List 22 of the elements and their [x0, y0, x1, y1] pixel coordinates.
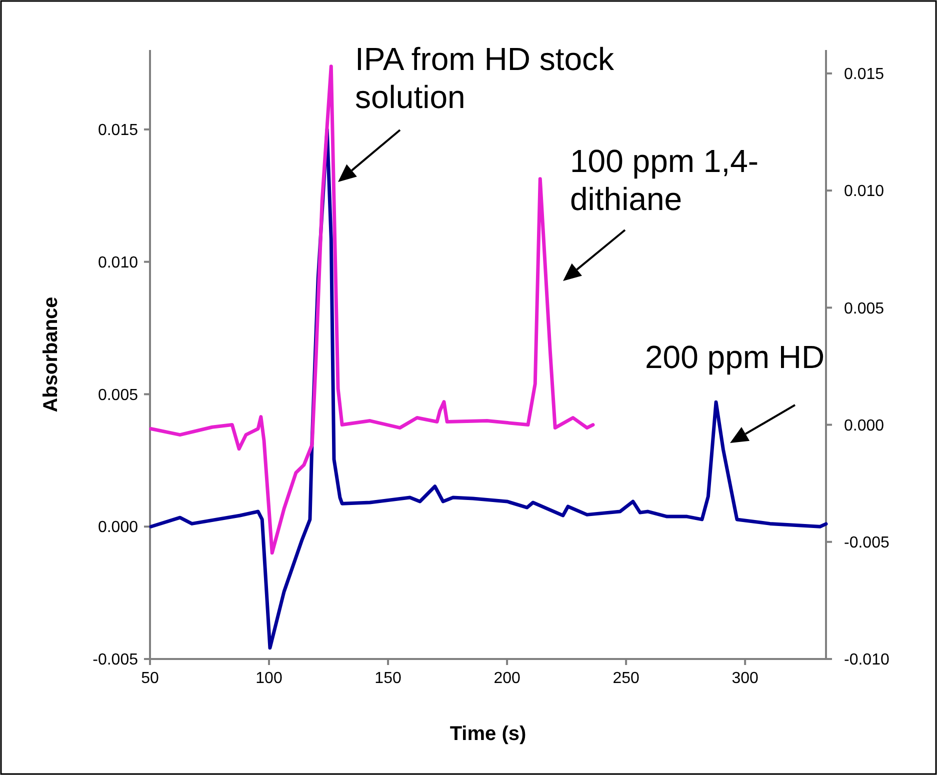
- y2-tick-label: -0.010: [844, 652, 890, 669]
- y2-tick-label: 0.010: [844, 183, 884, 200]
- annotation: 200 ppm HD: [645, 339, 825, 375]
- x-tick-label: 200: [494, 670, 520, 687]
- y-tick-label: 0.000: [98, 519, 138, 536]
- y2-tick-label: -0.005: [844, 534, 890, 552]
- y-tick-label: -0.005: [92, 652, 138, 669]
- y2-tick-label: 0.015: [844, 66, 884, 84]
- x-axis-title: Time (s): [450, 723, 526, 745]
- annotation: 100 ppm 1,4-dithiane: [570, 143, 759, 217]
- x-tick-label: 50: [141, 670, 159, 687]
- x-tick-label: 300: [732, 670, 759, 687]
- y-axis-title: Absorbance: [40, 296, 62, 412]
- y-tick-label: 0.015: [98, 122, 138, 140]
- y2-tick-label: 0.000: [844, 417, 884, 434]
- y-tick-label: 0.010: [98, 254, 138, 272]
- annotation: IPA from HD stock solution: [355, 41, 616, 115]
- x-tick-label: 100: [256, 670, 282, 687]
- y2-tick-label: 0.005: [844, 300, 884, 318]
- x-tick-label: 250: [612, 670, 640, 687]
- y-tick-label: 0.005: [98, 386, 138, 404]
- x-tick-label: 150: [374, 670, 402, 687]
